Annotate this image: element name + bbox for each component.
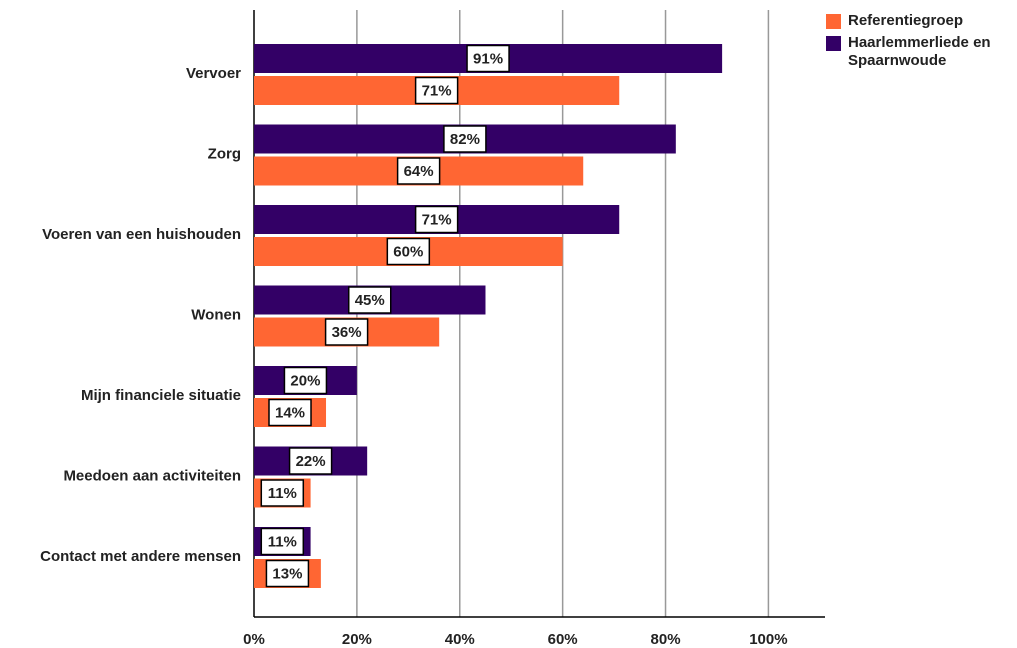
data-label-box [268,398,312,427]
legend: Referentiegroep Haarlemmerliede en Spaarn… [826,12,1011,74]
x-tick-label: 100% [749,631,787,648]
data-label-box [288,447,333,475]
x-tick-label: 60% [548,631,578,648]
data-label-box [283,366,328,395]
y-tick-label: Meedoen aan activiteiten [63,467,241,484]
data-label: 22% [296,453,326,470]
data-label-box [265,559,310,588]
x-tick-label: 80% [651,631,681,648]
data-label: 14% [275,404,305,421]
y-tick-label: Mijn financiele situatie [81,387,241,404]
legend-swatch [826,14,841,29]
data-label: 45% [355,292,385,309]
legend-label: Haarlemmerliede en Spaarnwoude [848,34,991,69]
data-label-box [386,237,431,266]
y-tick-label: Voeren van een huishouden [42,226,241,243]
data-label-box [347,286,392,314]
data-label: 71% [422,211,452,228]
data-label: 64% [404,163,434,180]
y-tick-label: Wonen [191,306,241,323]
data-label-box [414,205,459,234]
data-label-box [260,479,305,507]
data-label: 82% [450,131,480,148]
x-tick-label: 20% [342,631,372,648]
data-label: 71% [422,82,452,99]
x-tick-label: 40% [445,631,475,648]
data-label: 20% [290,372,320,389]
data-label: 11% [268,485,297,502]
data-label: 36% [332,324,362,341]
data-label-box [443,125,487,153]
data-label: 60% [393,243,423,260]
y-tick-label: Zorg [208,145,241,162]
y-tick-label: Vervoer [186,65,241,82]
data-label: 13% [272,565,302,582]
data-label-box [466,44,510,73]
data-label: 91% [473,50,503,67]
y-tick-label: Contact met andere mensen [40,548,241,565]
data-label-box [324,318,369,346]
data-label-box [260,527,305,556]
legend-label: Referentiegroep [848,12,964,29]
x-tick-label: 0% [243,631,265,648]
legend-swatch [826,36,841,51]
legend-item: Referentiegroep [826,12,1011,30]
data-label-box [414,76,459,105]
data-label-box [396,157,441,185]
legend-item: Haarlemmerliede en Spaarnwoude [826,34,1011,70]
data-label: 11% [268,533,297,550]
